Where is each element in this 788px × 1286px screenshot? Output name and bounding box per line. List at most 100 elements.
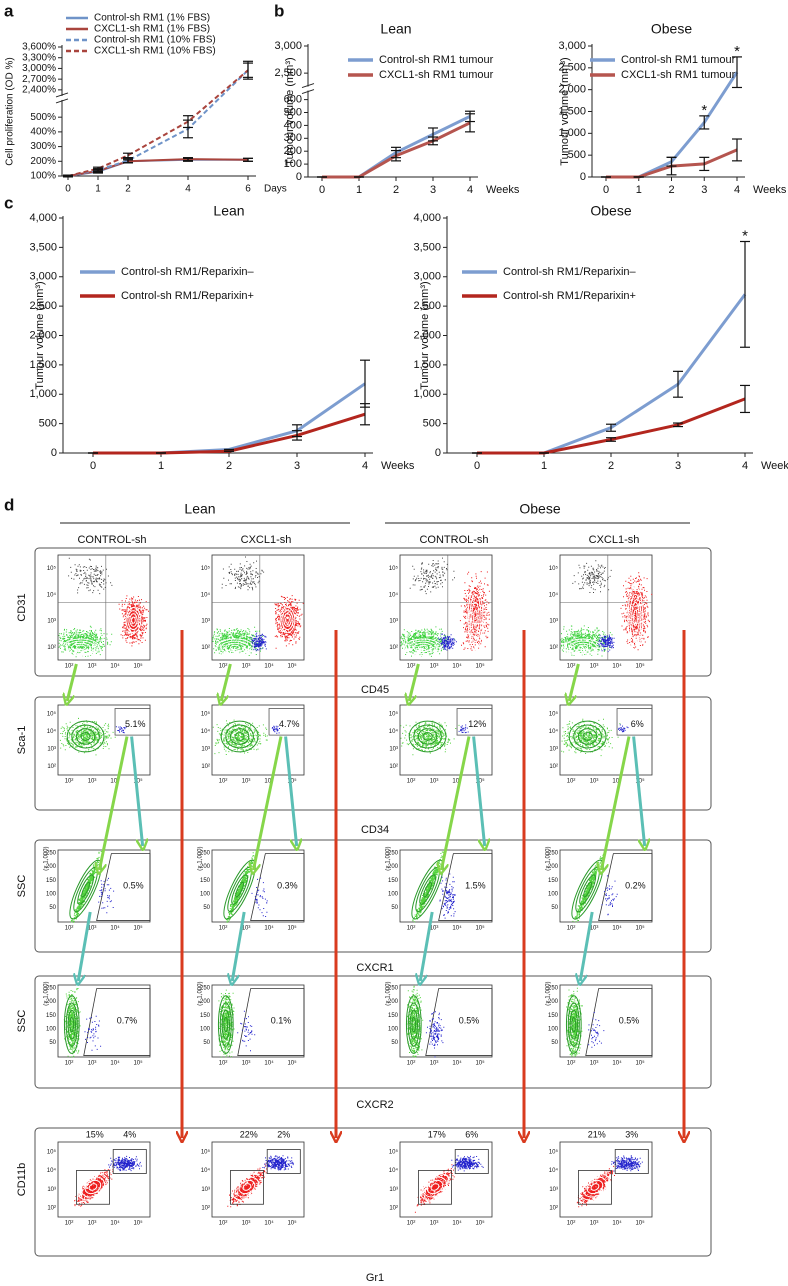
flow-plot: 10² 10² 10³ 10³ 10⁴ 10⁴ 10⁵ 10⁵ (47, 554, 151, 670)
gate (229, 1170, 264, 1205)
event-dots (212, 719, 268, 755)
error-bar (740, 240, 750, 348)
x-tick-label: 10⁴ (110, 1060, 120, 1067)
error-bar (673, 370, 683, 398)
y-tick-label: 10³ (389, 619, 398, 625)
contour (469, 593, 482, 643)
y-tick-label: 10⁴ (47, 728, 57, 735)
y-tick-label: 10² (549, 1206, 558, 1212)
legend: Control-sh RM1 (1% FBS)CXCL1-sh RM1 (1% … (66, 13, 216, 57)
y-tick-label: 250 (388, 850, 399, 856)
contour (627, 586, 644, 650)
line-chart: Obese 0 500 1,000 1,500 2,000 2,500 3,000 0 1 2 3 4 W… (558, 21, 786, 196)
row-frame (34, 975, 712, 1089)
x-tick-label: 0 (474, 460, 480, 472)
contour (129, 613, 138, 627)
contour (63, 995, 80, 1054)
column-label: CXCL1-sh (589, 534, 640, 546)
event-dots (439, 873, 456, 919)
x-tick-label: 0 (65, 184, 71, 195)
gating-arrow (284, 736, 297, 847)
x-tick-label: 10⁴ (110, 663, 120, 670)
x-tick-label: 10³ (430, 926, 439, 932)
contour (81, 881, 91, 898)
y-tick-label: 10⁴ (389, 591, 399, 598)
y-tick-label: 100 (548, 1026, 559, 1032)
x-tick-label: 10² (567, 779, 576, 785)
x-tick-label: 4 (734, 184, 740, 196)
error-bar (243, 60, 253, 80)
series-line (67, 69, 249, 177)
line-chart: 100%200%300%400%500%2,400%2,700%3,000%3,… (5, 13, 287, 195)
y-tick-label: 200 (46, 999, 57, 1005)
x-tick-label: 10³ (242, 1221, 251, 1227)
gate (578, 1170, 612, 1205)
x-tick-label: 10² (567, 1221, 576, 1227)
row-y-label: CD11b (16, 1163, 28, 1196)
y-tick-label: 2,500 (29, 300, 57, 312)
y-tick-label: 10³ (47, 1187, 56, 1193)
y-tick-label: 10⁴ (201, 1167, 211, 1174)
y-tick-label: 250 (548, 850, 559, 856)
y-tick-label: 10⁴ (549, 591, 559, 598)
x-tick-label: 10³ (430, 779, 439, 785)
y-tick-label: 3,000 (413, 271, 441, 283)
error-bar (606, 437, 616, 442)
y-tick-label: 50 (551, 905, 558, 911)
contour (577, 728, 598, 745)
flow-plot: 10² 10³ 10⁴ 10⁵ 50 100 150 200 250(× 1,000) 0.5% (44, 847, 151, 932)
contour (77, 874, 94, 905)
error-bar (673, 422, 683, 428)
y-tick-label: 3,500 (29, 241, 57, 253)
gate-percent: 6% (631, 719, 644, 729)
flow-plot: 10² 10² 10³ 10³ 10⁴ 10⁴ 10⁵ 10⁵ (201, 554, 305, 670)
contour (571, 859, 604, 920)
column-label: CXCL1-sh (241, 534, 292, 546)
contour (473, 609, 478, 627)
chart-title: Lean (213, 203, 244, 219)
x-tick-label: 10³ (430, 1221, 439, 1227)
x-tick-label: 2 (668, 184, 674, 196)
row-frame (34, 839, 712, 953)
legend: Control-sh RM1 tumour CXCL1-sh RM1 tumour (590, 54, 736, 81)
axis-break (301, 83, 315, 89)
y-axis-label: Tumour volume (mm³) (284, 57, 296, 165)
y-tick-label: 10⁵ (389, 711, 399, 718)
x-tick-label: 10³ (590, 1221, 599, 1227)
x-tick-label: 1 (158, 460, 164, 472)
x-tick-label: 10⁴ (264, 1060, 274, 1067)
gate (438, 853, 493, 921)
y-tick-label: 50 (203, 905, 210, 911)
y-tick-label: 100 (46, 1026, 57, 1032)
y-tick-label: 400 (284, 119, 302, 131)
contour (582, 1176, 608, 1198)
y-tick-label: 10² (47, 764, 56, 770)
x-tick-label: 10⁵ (635, 1220, 645, 1227)
x-tick-label: 10⁴ (264, 778, 274, 785)
y-tick-label: 10² (201, 764, 210, 770)
x-tick-label: 10³ (88, 779, 97, 785)
x-tick-label: 1 (636, 184, 642, 196)
axis-break (303, 86, 313, 91)
x-tick-label: 10² (407, 1061, 416, 1067)
gate-percent: 6% (465, 1130, 478, 1140)
error-bar (123, 152, 133, 159)
y-tick-label: 10⁵ (389, 565, 399, 572)
x-tick-label: 3 (430, 184, 436, 196)
y-tick-label: 2,400% (22, 85, 56, 96)
contour (223, 1016, 229, 1033)
x-tick-label: 4 (362, 460, 368, 472)
x-tick-label: 10³ (88, 664, 97, 670)
gating-arrow (601, 736, 631, 871)
y-tick-label: 1,500 (29, 359, 57, 371)
contour (67, 1009, 76, 1040)
error-bar (63, 174, 73, 178)
y-tick-label: 1,500 (558, 105, 586, 117)
contour (281, 610, 294, 631)
x-tick-label: 10⁵ (475, 778, 485, 785)
x-tick-label: 10⁵ (635, 925, 645, 932)
y-tick-label: 2,000 (413, 329, 441, 341)
y-tick-label: 250 (200, 985, 211, 991)
y-tick-label: 3,600% (22, 42, 56, 53)
